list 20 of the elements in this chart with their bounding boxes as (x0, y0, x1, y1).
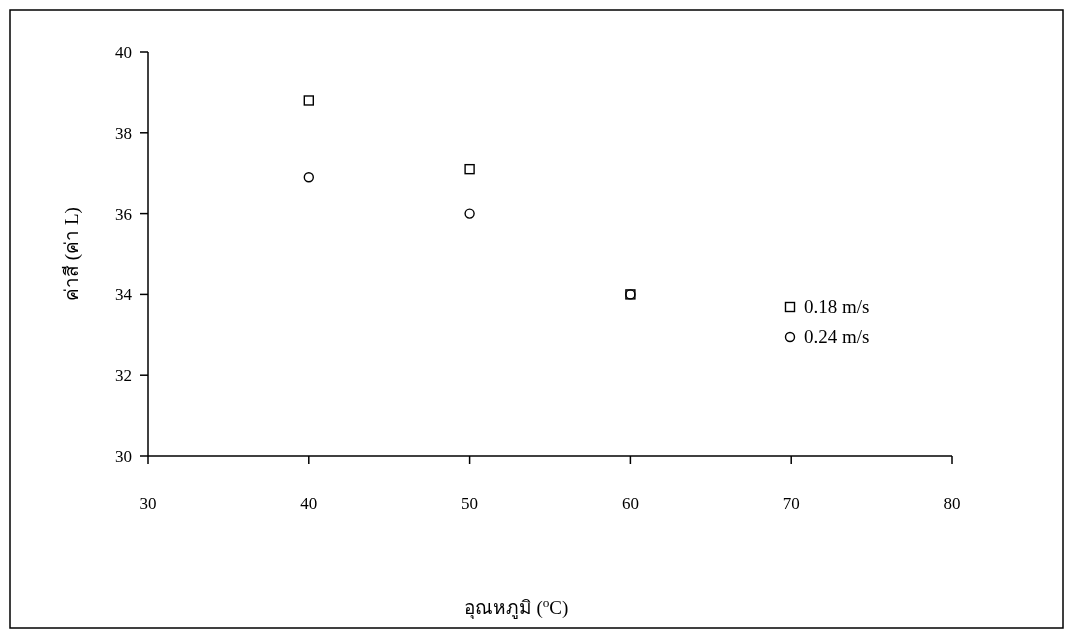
x-tick-label: 80 (943, 494, 961, 513)
y-tick-label: 32 (115, 366, 132, 386)
point (303, 95, 314, 106)
point (303, 172, 314, 183)
point (464, 208, 475, 219)
x-axis-title: อุณหภูมิ ($^{o}$C) (463, 594, 569, 620)
point (464, 163, 475, 175)
x-tick-label: 30 (139, 494, 157, 513)
y-tick-label: 36 (115, 204, 132, 224)
x-tick-label: 60 (621, 494, 639, 513)
legend-label: 0.24 m/s (804, 326, 870, 347)
legend-label: 0.18 m/s (804, 296, 870, 317)
x-tick-label: 40 (300, 494, 318, 513)
x-tick-label: 50 (461, 494, 479, 513)
y-tick-label: 34 (115, 285, 133, 305)
y-axis-title: ค่าสี (ค่า L) (61, 207, 83, 301)
y-tick-label: 38 (115, 123, 132, 143)
x-tick-label: 70 (782, 494, 800, 513)
y-tick-label: 30 (115, 447, 132, 466)
y-tick-label: 40 (115, 43, 132, 62)
